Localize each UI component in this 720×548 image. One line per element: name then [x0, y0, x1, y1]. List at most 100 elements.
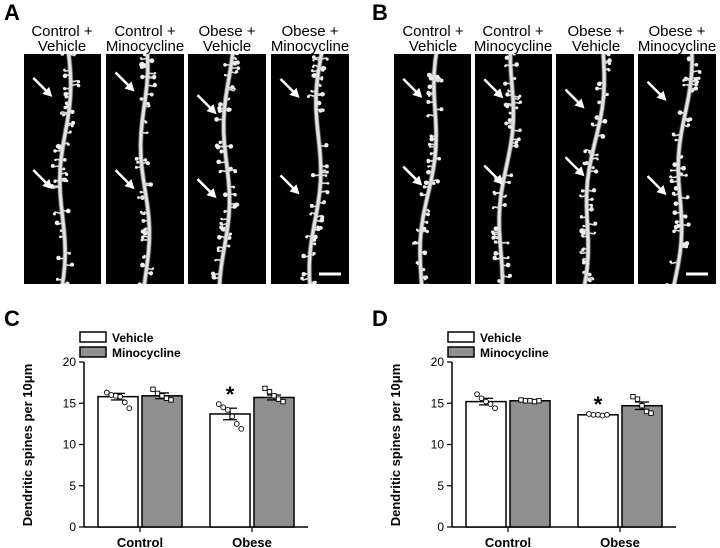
data-point	[117, 393, 124, 400]
data-point	[163, 395, 170, 401]
col-label-b2-line2: Minocycline	[474, 38, 552, 55]
col-label-a4-line2: Minocycline	[271, 38, 349, 55]
arrow-icon	[114, 71, 135, 92]
legend-swatch	[447, 331, 475, 343]
bar-vehicle-control	[97, 395, 139, 528]
legend-swatch	[79, 331, 107, 343]
y-tick-label: 10	[431, 438, 445, 452]
arrow-icon	[32, 77, 53, 97]
data-point	[271, 393, 277, 399]
data-point	[103, 389, 110, 396]
bar-chart-d: Dendritic spines per 10μm 0 5 10 15 20 Contro…	[388, 331, 676, 548]
arrow-icon	[196, 94, 217, 115]
col-label-b1-line2: Vehicle	[409, 38, 457, 55]
data-point	[630, 394, 636, 400]
data-point	[483, 398, 489, 405]
data-point	[487, 401, 494, 407]
arrow-icon	[32, 169, 53, 189]
arrow-icon	[483, 78, 504, 99]
data-point	[280, 398, 286, 405]
data-point	[478, 395, 485, 402]
y-tick-label: 5	[437, 479, 444, 493]
y-axis-title-d: Dendritic spines per 10μm	[388, 364, 403, 527]
arrow-icon	[279, 77, 300, 98]
bar-vehicle-obese	[209, 413, 251, 528]
panel-letter-c: C	[4, 306, 20, 331]
data-point	[112, 392, 119, 399]
data-point	[604, 411, 610, 418]
data-point	[643, 408, 650, 415]
data-point	[121, 399, 128, 406]
col-label-a1-line2: Vehicle	[38, 38, 86, 55]
col-label-b3-line2: Vehicle	[572, 38, 620, 55]
micrograph-image	[24, 54, 101, 284]
micrograph-image	[271, 54, 349, 284]
bar-minocycline-obese	[253, 396, 295, 528]
data-point	[108, 392, 115, 398]
data-point	[527, 398, 533, 404]
col-label-a2-line1: Control +	[114, 23, 176, 40]
arrow-icon	[402, 77, 423, 98]
data-point	[634, 396, 641, 402]
data-point	[474, 391, 480, 398]
legend-label: Vehicle	[480, 331, 522, 345]
col-label-b4-line2: Minocycline	[638, 38, 716, 55]
arrow-icon	[279, 174, 300, 195]
data-point	[215, 401, 222, 407]
micrograph-image	[188, 54, 266, 284]
data-point	[522, 398, 529, 404]
legend-label: Minocycline	[480, 346, 549, 360]
data-point	[275, 396, 282, 402]
y-tick-label: 20	[431, 355, 445, 369]
data-point	[648, 410, 654, 416]
bar-minocycline-control	[509, 400, 551, 528]
data-point	[224, 407, 231, 413]
arrow-icon	[114, 169, 135, 190]
x-tick-label: Obese	[600, 535, 640, 548]
y-tick-label: 5	[69, 479, 76, 493]
col-label-a3-line2: Vehicle	[203, 38, 251, 55]
panel-letter-b: B	[372, 0, 388, 25]
bar-minocycline-control	[141, 395, 183, 528]
bar-vehicle-obese	[577, 414, 619, 528]
bar-vehicle-control	[465, 400, 507, 528]
col-label-a1-line1: Control +	[31, 23, 93, 40]
col-label-b2-line1: Control +	[482, 23, 544, 40]
arrow-icon	[564, 88, 585, 109]
col-label-a4-line1: Obese +	[281, 23, 338, 40]
data-point	[229, 413, 236, 420]
legend-swatch	[79, 346, 107, 358]
y-tick-label: 0	[69, 520, 76, 534]
data-point	[159, 393, 165, 399]
arrow-icon	[402, 165, 423, 186]
significance-star: *	[594, 392, 603, 417]
data-point	[639, 403, 645, 409]
significance-star: *	[226, 382, 235, 407]
data-point	[586, 411, 592, 417]
panel-letter-a: A	[4, 0, 20, 25]
y-tick-label: 20	[63, 355, 77, 369]
arrow-icon	[564, 156, 585, 177]
data-point	[262, 385, 268, 392]
micrograph-image	[475, 54, 552, 284]
y-tick-label: 0	[437, 520, 444, 534]
data-point	[220, 404, 227, 411]
micrograph-image	[638, 54, 716, 284]
x-tick-label: Control	[485, 535, 531, 548]
x-tick-label: Obese	[232, 535, 272, 548]
y-tick-label: 10	[63, 438, 77, 452]
col-label-a3-line1: Obese +	[198, 23, 255, 40]
bar-minocycline-obese	[621, 404, 663, 528]
data-point	[492, 405, 498, 412]
data-point	[233, 421, 240, 427]
data-point	[154, 390, 161, 396]
micrograph-image	[106, 54, 184, 284]
data-point	[536, 398, 542, 404]
data-point	[126, 405, 133, 412]
arrow-icon	[483, 164, 504, 185]
y-tick-label: 15	[431, 396, 445, 410]
micrograph-labels-a: Control + Vehicle Control + Minocycline …	[31, 23, 349, 55]
data-point	[531, 398, 538, 405]
data-point	[238, 425, 245, 432]
